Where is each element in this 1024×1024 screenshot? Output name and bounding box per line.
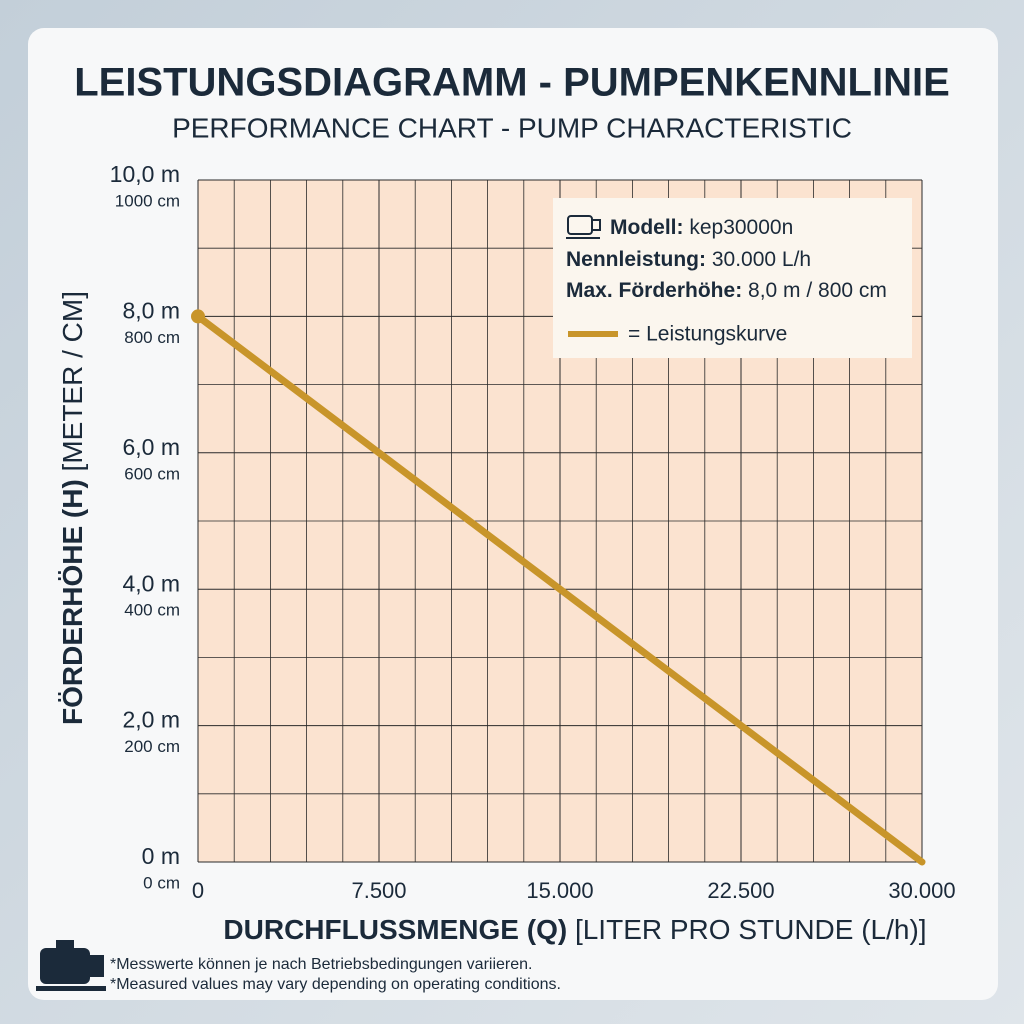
x-axis-title: DURCHFLUSSMENGE (Q) [223,914,567,945]
spec-line: Modell: kep30000n [610,216,793,239]
spec-line: Nennleistung: 30.000 L/h [566,248,811,271]
y-tick-label: 10,0 m [110,161,180,187]
y-tick-label: 8,0 m [122,297,180,323]
y-tick-sublabel: 200 cm [124,737,180,756]
data-line [194,312,926,866]
x-tick-label: 22.500 [707,878,774,903]
y-axis-label: FÖRDERHÖHE (H) [METER / CM] [57,291,88,725]
y-tick-label: 4,0 m [122,570,180,596]
y-tick-label: 0 m [142,843,180,869]
y-tick-sublabel: 0 cm [143,873,180,892]
spec-value: kep30000n [689,216,793,239]
chart-title: LEISTUNGSDIAGRAMM - PUMPENKENNLINIE [74,61,950,105]
x-tick-label: 7.500 [351,878,406,903]
footnote: *Messwerte können je nach Betriebsbeding… [110,956,532,973]
x-tick-label: 30.000 [888,878,955,903]
spec-label: Modell: [610,216,684,239]
x-tick-label: 0 [192,878,204,903]
y-tick-label: 6,0 m [122,434,180,460]
y-tick-sublabel: 800 cm [124,328,180,347]
pump-icon [36,940,106,991]
spec-line: Max. Förderhöhe: 8,0 m / 800 cm [566,279,887,302]
y-tick-sublabel: 600 cm [124,464,180,483]
spec-label: Max. Förderhöhe: [566,279,742,302]
marks [191,309,926,866]
x-axis-unit: [LITER PRO STUNDE (L/h)] [575,914,927,945]
pump-icon-small [566,215,601,239]
footnote: *Measured values may vary depending on o… [110,976,561,993]
x-axis-label: DURCHFLUSSMENGE (Q) [LITER PRO STUNDE (L… [223,914,926,945]
y-axis-title: FÖRDERHÖHE (H) [57,479,88,725]
y-axis-unit: [METER / CM] [57,291,88,471]
y-tick-sublabel: 1000 cm [115,191,180,210]
spec-label: Nennleistung: [566,248,706,271]
spec-value: 8,0 m / 800 cm [748,279,887,302]
spec-value: 30.000 L/h [712,248,811,271]
y-tick-label: 2,0 m [122,707,180,733]
y-tick-sublabel: 400 cm [124,601,180,620]
legend-label: = Leistungskurve [628,323,787,346]
x-tick-label: 15.000 [526,878,593,903]
chart-subtitle: PERFORMANCE CHART - PUMP CHARACTERISTIC [172,112,852,143]
data-point [191,309,205,324]
